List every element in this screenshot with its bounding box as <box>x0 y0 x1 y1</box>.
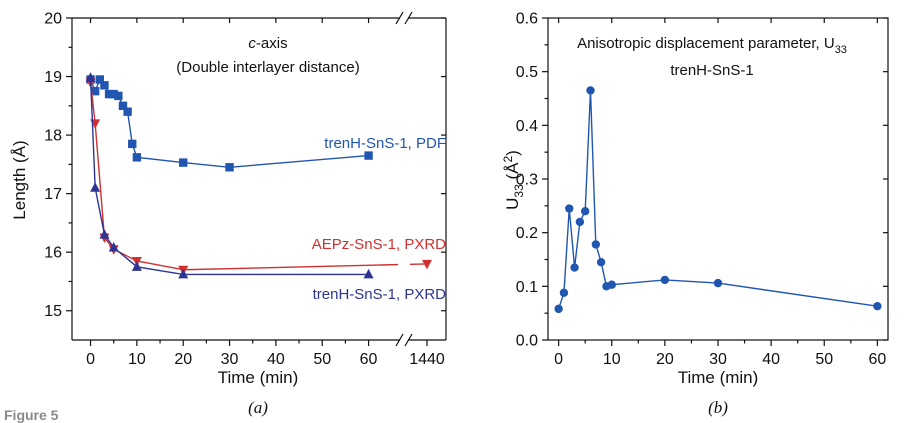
panel-a-x-tick-label: 60 <box>360 351 378 368</box>
panel-b-y-axis-label: U33 (Å2) <box>501 150 526 210</box>
series-line-1 <box>89 82 184 271</box>
panel-b-x-tick-label: 0 <box>554 351 563 368</box>
panel-b-title-line2: trenH-SnS-1 <box>670 62 753 79</box>
x-axis-break-mark-1 <box>395 333 404 347</box>
data-point-u33-13 <box>873 301 882 311</box>
panel-b-y-tick-label: 0.2 <box>516 225 538 242</box>
data-point-0-12 <box>225 163 234 172</box>
panel-a-x-tick-label: 40 <box>267 351 285 368</box>
data-point-0-1 <box>90 86 100 96</box>
panel-a-title-line1: c-axis <box>248 35 287 52</box>
series-label-aepz-pxrd: AEPz-SnS-1, PXRD <box>312 236 446 253</box>
data-point-u33-0 <box>554 304 563 314</box>
panel-a-x-tick-label: 10 <box>128 351 146 368</box>
panel-a-x-tick-label: 0 <box>86 351 95 368</box>
panel-b-x-tick-label: 30 <box>709 351 727 368</box>
panel-a-y-tick-label: 17 <box>44 186 62 203</box>
data-point-0-6 <box>114 91 123 101</box>
series-line-to-break-1 <box>183 263 399 271</box>
data-point-0-2 <box>95 75 105 84</box>
panel-b-x-axis-label: Time (min) <box>678 368 759 387</box>
panel-b-y-tick-label: 0.5 <box>516 64 538 81</box>
panel-a-y-tick-label: 20 <box>44 11 62 28</box>
data-point-u33-5 <box>580 207 590 216</box>
data-point-u33-10 <box>607 280 616 289</box>
panel-b-x-tick-label: 50 <box>815 351 833 368</box>
data-point-u33-12 <box>713 278 723 288</box>
data-point-0-3 <box>100 81 109 90</box>
panel-b-x-tick-label: 20 <box>656 351 674 368</box>
panel-a-y-tick-label: 15 <box>44 303 62 320</box>
panel-a-x-tick-label-1440: 1440 <box>409 351 445 368</box>
top-axis-break-mark-2 <box>404 11 413 25</box>
panel-b-y-tick-label: 0.3 <box>516 172 538 189</box>
series-line-u33 <box>557 90 878 310</box>
top-axis-break-mark-1 <box>395 11 404 25</box>
panel-a-y-tick-label: 18 <box>44 128 62 145</box>
panel-a-length-chart: 0 10 20 30 40 50 60 1440 15 16 17 18 19 20 c-axis (Do… <box>10 11 447 417</box>
panel-b-x-tick-label: 60 <box>868 351 886 368</box>
data-point-u33-4 <box>575 217 585 227</box>
data-point-u33-11 <box>660 275 670 285</box>
data-point-0-9 <box>128 139 137 149</box>
series-line-0 <box>89 78 369 168</box>
panel-a-x-axis-label: Time (min) <box>218 368 299 387</box>
data-point-0-7 <box>118 101 128 111</box>
panel-b-x-tick-label: 10 <box>603 351 621 368</box>
panel-b-y-tick-label: 0.4 <box>516 118 538 135</box>
panel-a-label: (a) <box>248 398 268 417</box>
data-point-u33-7 <box>591 240 601 249</box>
x-axis-break-mark-2 <box>404 333 413 347</box>
panel-b-u33-chart: 0 10 20 30 40 50 60 0.0 0.1 0.2 0.3 0.4 0.5 0.6 Aniso… <box>501 11 889 417</box>
data-point-2-5 <box>178 268 189 279</box>
data-point-u33-1 <box>559 288 569 297</box>
figure-label: Figure 5 <box>4 407 59 423</box>
data-point-0-8 <box>123 107 132 116</box>
data-point-0-13 <box>364 151 373 160</box>
panel-b-label: (b) <box>708 398 728 417</box>
series-label-trenh-pdf: trenH-SnS-1, PDF <box>324 135 446 152</box>
data-point-0-4 <box>104 89 114 99</box>
data-point-2-1 <box>90 182 101 192</box>
data-point-2-3 <box>108 241 119 252</box>
panel-b-y-tick-label: 0.6 <box>516 11 538 28</box>
data-point-u33-8 <box>596 257 606 267</box>
panel-b-title-line1: Anisotropic displacement parameter, U33 <box>577 35 847 56</box>
panel-a-x-tick-label: 30 <box>221 351 239 368</box>
data-point-1-6 <box>422 259 432 270</box>
data-point-u33-3 <box>570 263 579 272</box>
data-point-2-2 <box>99 229 110 239</box>
data-point-0-5 <box>109 89 118 99</box>
panel-a-y-axis-label: Length (Å) <box>10 140 29 219</box>
data-point-2-4 <box>131 261 142 271</box>
data-point-u33-2 <box>565 204 574 213</box>
data-point-0-11 <box>179 158 188 167</box>
data-point-2-0 <box>85 72 96 82</box>
panel-b-x-tick-label: 40 <box>762 351 780 368</box>
panel-a-y-tick-label: 19 <box>44 69 62 86</box>
data-point-0-10 <box>132 153 142 162</box>
panel-b-y-tick-label: 0.1 <box>516 279 538 296</box>
panel-a-title-line2: (Double interlayer distance) <box>176 59 359 76</box>
data-point-2-6 <box>363 268 374 279</box>
data-point-u33-6 <box>586 86 595 95</box>
panel-b-y-tick-label: 0.0 <box>516 333 538 350</box>
panel-a-x-tick-label: 50 <box>313 351 331 368</box>
series-label-trenh-pxrd: trenH-SnS-1, PXRD <box>313 286 447 303</box>
panel-a-y-tick-label: 16 <box>44 245 62 262</box>
panel-a-x-tick-label: 20 <box>174 351 192 368</box>
